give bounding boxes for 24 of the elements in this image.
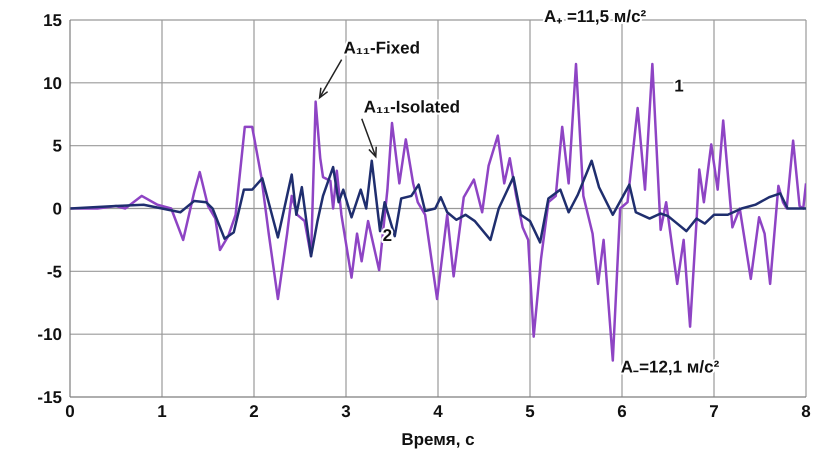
- x-axis-title: Время, с: [401, 430, 475, 449]
- y-tick-label: -15: [37, 388, 62, 408]
- annotation: A₊ =11,5 м/с²: [544, 6, 647, 26]
- x-tick-label: 5: [525, 402, 535, 422]
- x-tick-label: 7: [709, 402, 719, 422]
- y-tick-label: 0: [52, 200, 62, 219]
- y-tick-label: -10: [37, 325, 62, 344]
- x-tick-label: 4: [433, 402, 444, 422]
- x-tick-label: 3: [341, 402, 351, 422]
- line-series: [70, 62, 806, 362]
- x-tick-label: 2: [249, 402, 259, 422]
- x-tick-label: 1: [157, 402, 167, 422]
- y-tick-label: -5: [46, 262, 62, 282]
- y-tick-label: 10: [43, 74, 62, 93]
- y-tick-label: 15: [43, 11, 62, 30]
- x-tick-label: 8: [801, 402, 811, 422]
- annotation: 1: [674, 76, 684, 96]
- y-tick-label: 5: [52, 136, 62, 156]
- x-tick-label: 6: [617, 402, 627, 422]
- x-tick-label: 0: [65, 402, 75, 422]
- annotation: A₁₁-Isolated: [364, 98, 460, 117]
- line-series: [70, 159, 806, 258]
- annotation: A₁₁-Fixed: [344, 38, 420, 58]
- annotation: A₋=12,1 м/с²: [620, 358, 720, 377]
